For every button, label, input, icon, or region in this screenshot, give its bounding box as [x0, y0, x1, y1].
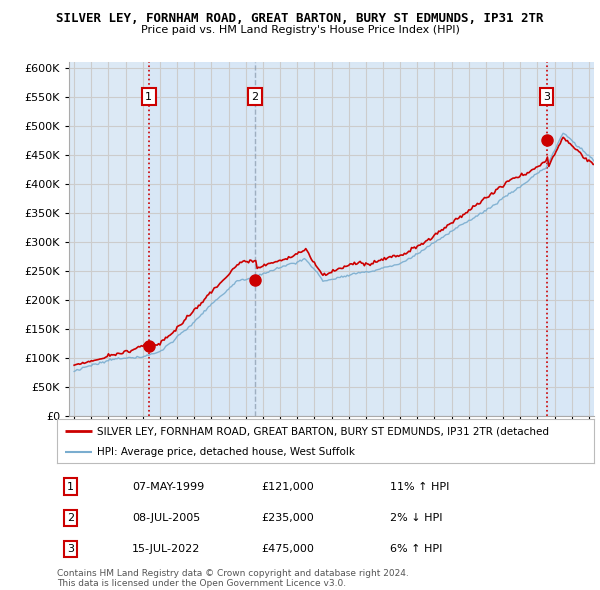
- Text: 2: 2: [251, 92, 258, 101]
- Text: 08-JUL-2005: 08-JUL-2005: [132, 513, 200, 523]
- Text: 07-MAY-1999: 07-MAY-1999: [132, 481, 205, 491]
- Text: 2: 2: [67, 513, 74, 523]
- Text: HPI: Average price, detached house, West Suffolk: HPI: Average price, detached house, West…: [97, 447, 355, 457]
- Text: Contains HM Land Registry data © Crown copyright and database right 2024.: Contains HM Land Registry data © Crown c…: [57, 569, 409, 578]
- Text: 3: 3: [67, 544, 74, 554]
- Text: Price paid vs. HM Land Registry's House Price Index (HPI): Price paid vs. HM Land Registry's House …: [140, 25, 460, 35]
- Text: 11% ↑ HPI: 11% ↑ HPI: [390, 481, 449, 491]
- Text: SILVER LEY, FORNHAM ROAD, GREAT BARTON, BURY ST EDMUNDS, IP31 2TR: SILVER LEY, FORNHAM ROAD, GREAT BARTON, …: [56, 12, 544, 25]
- Text: 3: 3: [543, 92, 550, 101]
- Bar: [149, 62, 254, 416]
- Text: £475,000: £475,000: [261, 544, 314, 554]
- Text: 1: 1: [145, 92, 152, 101]
- Text: SILVER LEY, FORNHAM ROAD, GREAT BARTON, BURY ST EDMUNDS, IP31 2TR (detached: SILVER LEY, FORNHAM ROAD, GREAT BARTON, …: [97, 427, 549, 436]
- Text: 2% ↓ HPI: 2% ↓ HPI: [390, 513, 442, 523]
- Text: 6% ↑ HPI: 6% ↑ HPI: [390, 544, 442, 554]
- Text: 1: 1: [67, 481, 74, 491]
- Text: £121,000: £121,000: [261, 481, 314, 491]
- Text: 15-JUL-2022: 15-JUL-2022: [132, 544, 200, 554]
- Text: This data is licensed under the Open Government Licence v3.0.: This data is licensed under the Open Gov…: [57, 579, 346, 588]
- Text: £235,000: £235,000: [261, 513, 314, 523]
- Bar: [547, 62, 594, 416]
- Bar: [254, 62, 547, 416]
